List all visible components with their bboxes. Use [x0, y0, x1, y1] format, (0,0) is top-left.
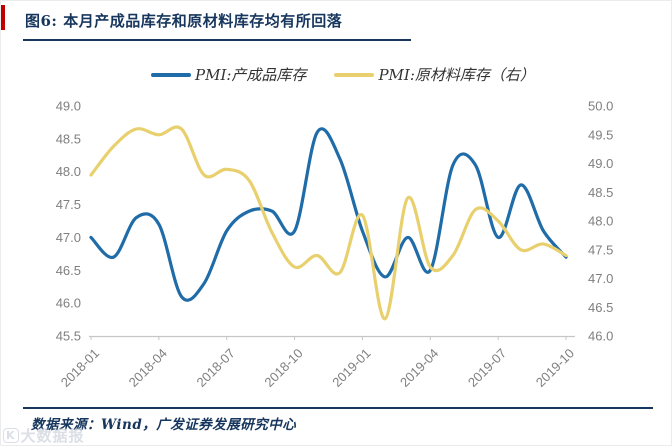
left-axis-tick-label: 47.5	[56, 197, 81, 212]
watermark: K 大数据报	[3, 425, 85, 445]
x-axis-tick-label: 2018-07	[193, 346, 237, 390]
series-line-raw-materials	[89, 125, 568, 321]
right-axis-tick-label: 47.0	[588, 271, 613, 286]
left-axis-tick-label: 46.0	[56, 296, 81, 311]
figure-title: 图6: 本月产成品库存和原材料库存均有所回落	[25, 12, 343, 30]
watermark-text: 大数据报	[20, 427, 85, 445]
left-axis-tick-label: 47.0	[56, 230, 81, 245]
left-axis-tick-label: 48.0	[56, 164, 81, 179]
legend-line-swatch-blue	[151, 72, 191, 77]
legend-item-raw-materials-inventory: PMI:原材料库存（右）	[334, 64, 535, 85]
data-source-note: 数据来源：Wind，广发证券发展研究中心	[31, 417, 297, 433]
right-axis-tick-label: 49.5	[588, 127, 613, 142]
chart-legend: PMI:产成品库存 PMI:原材料库存（右）	[151, 64, 535, 85]
legend-line-swatch-yellow	[334, 72, 375, 77]
right-axis-tick-label: 48.5	[588, 185, 613, 200]
x-axis-tick-label: 2018-04	[126, 346, 170, 390]
left-axis-tick-label: 49.0	[56, 99, 81, 114]
left-axis-tick-label: 48.5	[56, 131, 81, 146]
red-accent-bar	[1, 5, 5, 30]
legend-item-finished-goods-inventory: PMI:产成品库存	[151, 64, 306, 85]
left-axis-tick-label: 45.5	[56, 329, 81, 344]
right-axis-tick-label: 47.5	[588, 242, 613, 257]
title-underline	[23, 39, 411, 41]
watermark-logo: K	[3, 428, 19, 443]
x-axis-tick-label: 2019-07	[465, 346, 509, 390]
right-axis-tick-label: 46.5	[588, 300, 613, 315]
x-axis-tick-label: 2018-10	[261, 346, 305, 390]
right-axis-tick-label: 46.0	[588, 329, 613, 344]
legend-label: PMI:原材料库存（右）	[378, 66, 535, 84]
series-line-finished-goods	[89, 127, 568, 302]
right-axis-tick-label: 50.0	[588, 99, 613, 114]
x-axis-tick-label: 2019-04	[397, 346, 441, 390]
right-axis-tick-label: 48.0	[588, 214, 613, 229]
right-axis-tick-label: 49.0	[588, 156, 613, 171]
footer-rule	[23, 407, 653, 409]
left-axis-tick-label: 46.5	[56, 263, 81, 278]
x-axis-tick-label: 2018-01	[58, 346, 102, 390]
x-axis-tick-label: 2019-10	[533, 346, 577, 390]
legend-label: PMI:产成品库存	[195, 66, 307, 84]
x-axis-tick-label: 2019-01	[329, 346, 373, 390]
